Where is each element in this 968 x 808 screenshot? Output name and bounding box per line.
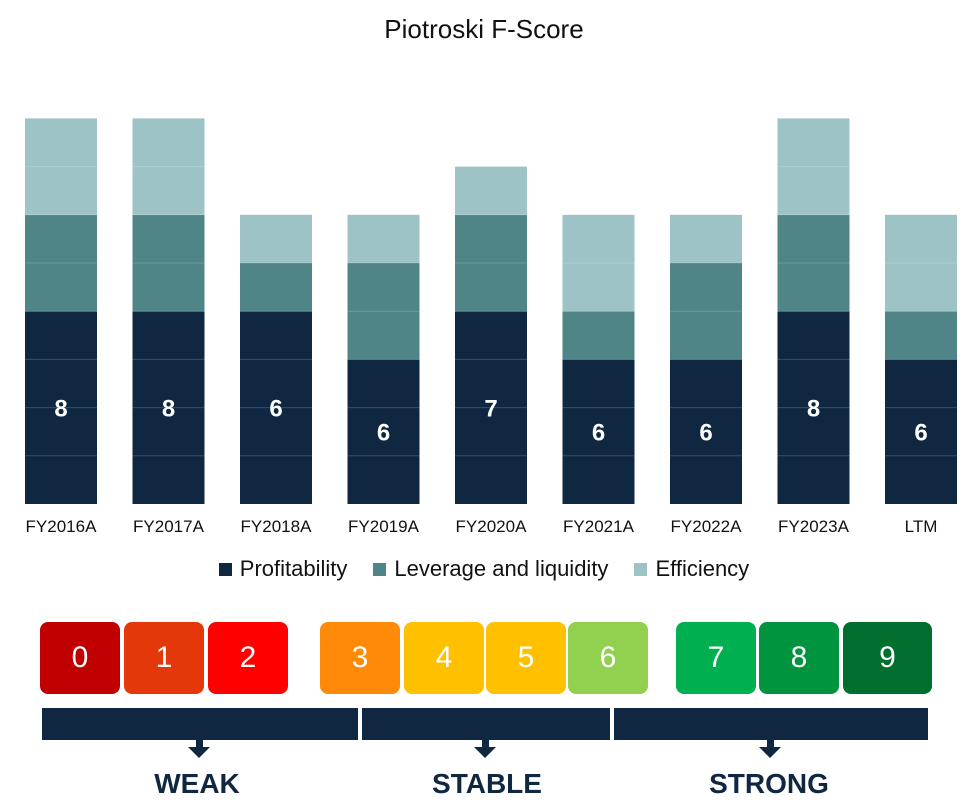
x-tick-label: FY2017A <box>133 517 205 536</box>
bar-total-label: 6 <box>592 420 605 447</box>
legend-label-efficiency: Efficiency <box>655 556 750 581</box>
bar-segment-profitability-fy2019a <box>347 359 420 504</box>
legend-item-leverage: Leverage and liquidity <box>373 556 608 582</box>
bar-total-label: 8 <box>807 396 820 423</box>
bar-segment-efficiency-fy2019a <box>347 214 420 263</box>
x-tick-label: FY2022A <box>671 517 743 536</box>
bar-segment-profitability-fy2017a <box>132 311 205 504</box>
band-label-strong: STRONG <box>709 768 829 799</box>
bar-segment-profitability-fy2020a <box>455 311 527 504</box>
legend-swatch-leverage <box>373 562 387 576</box>
bar-total-label: 8 <box>54 396 67 423</box>
bar-segment-leverage-and-liquidity-fy2022a <box>670 263 742 360</box>
score-box-6: 6 <box>568 622 648 694</box>
bar-segment-efficiency-fy2017a <box>132 118 205 215</box>
x-tick-label: LTM <box>905 517 938 536</box>
band-stable-stem <box>482 740 489 748</box>
band-label-weak: WEAK <box>154 768 240 799</box>
legend-swatch-efficiency <box>634 562 648 576</box>
score-box-2: 2 <box>208 622 288 694</box>
bar-segment-leverage-and-liquidity-fy2021a <box>562 311 635 360</box>
score-box-5: 5 <box>486 622 566 694</box>
chart-title: Piotroski F-Score <box>384 14 584 44</box>
bar-segment-leverage-and-liquidity-fy2018a <box>240 263 312 312</box>
bar-segment-efficiency-fy2023a <box>777 118 850 215</box>
bar-total-label: 8 <box>162 396 175 423</box>
band-stable-arrow <box>474 747 496 758</box>
score-box-4: 4 <box>404 622 484 694</box>
bar-segment-efficiency-fy2021a <box>562 214 635 312</box>
score-box-1: 1 <box>124 622 204 694</box>
legend-item-profitability: Profitability <box>218 556 348 582</box>
chart-legend: Profitability Leverage and liquidity Eff… <box>0 556 968 582</box>
bar-segment-leverage-and-liquidity-fy2020a <box>455 214 527 312</box>
bar-segment-efficiency-fy2018a <box>240 214 312 263</box>
bar-segment-efficiency-fy2020a <box>455 166 527 215</box>
bar-segment-profitability-fy2023a <box>777 311 850 504</box>
bar-total-label: 6 <box>269 396 282 423</box>
score-box-8: 8 <box>759 622 839 694</box>
bar-total-label: 6 <box>699 420 712 447</box>
legend-item-efficiency: Efficiency <box>634 556 749 582</box>
legend-label-leverage: Leverage and liquidity <box>394 556 609 581</box>
bar-segment-efficiency-fy2016a <box>25 118 97 215</box>
bar-segment-profitability-fy2022a <box>670 359 742 504</box>
bar-segment-leverage-and-liquidity-fy2019a <box>347 263 420 360</box>
x-tick-label: FY2020A <box>456 517 528 536</box>
bar-segment-efficiency-ltm <box>885 214 957 312</box>
x-tick-label: FY2023A <box>778 517 850 536</box>
band-strong-arrow <box>759 747 781 758</box>
band-strong <box>614 708 928 740</box>
band-strong-stem <box>767 740 774 748</box>
bar-total-label: 6 <box>377 420 390 447</box>
bar-segment-profitability-fy2016a <box>25 311 97 504</box>
bar-total-label: 6 <box>914 420 927 447</box>
band-label-stable: STABLE <box>432 768 542 799</box>
score-scale: 0 1 2 3 4 5 6 7 8 9 <box>40 622 932 694</box>
bar-segment-profitability-fy2018a <box>240 311 312 504</box>
x-tick-label: FY2019A <box>348 517 420 536</box>
bar-segment-profitability-ltm <box>885 359 957 504</box>
x-tick-label: FY2018A <box>241 517 313 536</box>
score-box-0: 0 <box>40 622 120 694</box>
bar-segment-leverage-and-liquidity-ltm <box>885 311 957 360</box>
stacked-bar-chart: 8 FY2016A 8 FY2017A 6 FY2018A 6 FY2019A 7 FY2020A… <box>25 118 957 536</box>
x-tick-label: FY2021A <box>563 517 635 536</box>
bar-segment-leverage-and-liquidity-fy2017a <box>132 214 205 312</box>
band-weak <box>42 708 358 740</box>
band-weak-arrow <box>188 747 210 758</box>
score-box-7: 7 <box>676 622 756 694</box>
bar-segment-efficiency-fy2022a <box>670 214 742 263</box>
bar-segment-profitability-fy2021a <box>562 359 635 504</box>
score-box-3: 3 <box>320 622 400 694</box>
band-weak-stem <box>196 740 203 748</box>
bar-total-label: 7 <box>484 396 497 423</box>
score-box-9: 9 <box>843 622 932 694</box>
band-stable <box>362 708 610 740</box>
legend-label-profitability: Profitability <box>239 556 348 581</box>
x-tick-label: FY2016A <box>26 517 98 536</box>
bar-segment-leverage-and-liquidity-fy2016a <box>25 214 97 312</box>
legend-swatch-profitability <box>218 562 232 576</box>
bar-segment-leverage-and-liquidity-fy2023a <box>777 214 850 312</box>
